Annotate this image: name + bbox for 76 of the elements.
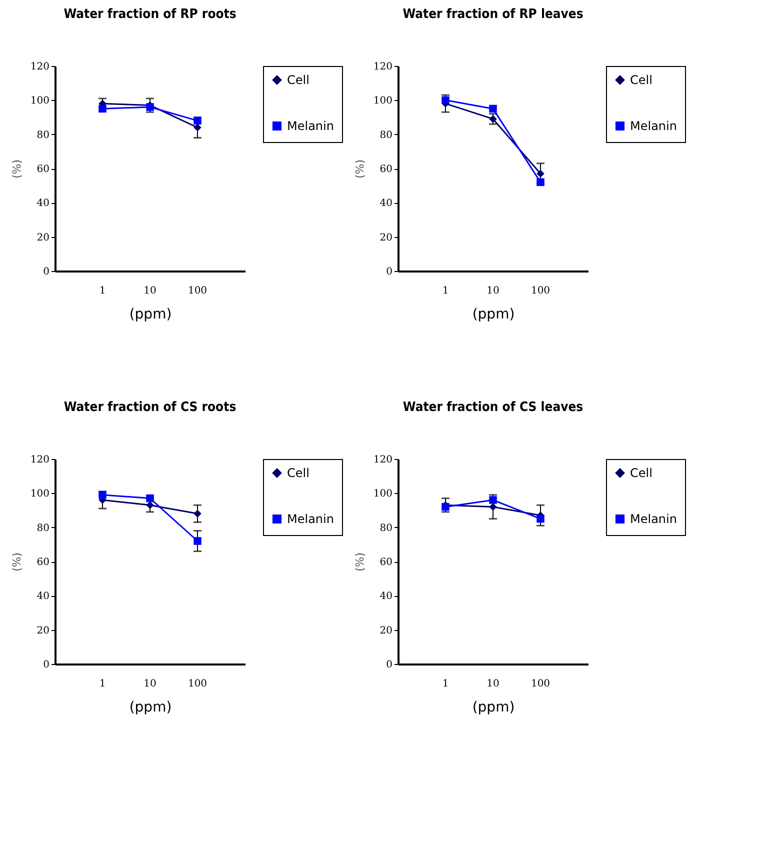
legend-label: Cell: [630, 73, 652, 87]
point: [98, 104, 106, 113]
point: [194, 510, 202, 518]
x-tick-label: 10: [486, 678, 500, 690]
y-tick-label: 60: [380, 557, 392, 568]
point: [489, 502, 497, 511]
point: [194, 116, 202, 125]
legend-label: Cell: [287, 73, 310, 87]
legend-label: Cell: [630, 466, 652, 480]
chart-title: Water fraction of RP leaves: [402, 7, 584, 22]
y-tick-label: 100: [30, 488, 50, 500]
y-tick-label: 40: [36, 198, 50, 210]
y-tick-label: 120: [373, 62, 392, 72]
x-axis-title: (ppm): [472, 306, 515, 322]
x-tick-label: 1: [99, 286, 106, 296]
point: [194, 537, 202, 545]
y-tick-label: 20: [36, 232, 50, 244]
y-axis-title: (%): [10, 159, 24, 179]
point: [489, 115, 497, 123]
point: [194, 124, 202, 132]
y-tick-label: 120: [30, 454, 50, 466]
x-tick-label: 100: [188, 678, 208, 690]
x-tick-label: 10: [144, 286, 156, 296]
y-axis-title: (%): [353, 552, 366, 572]
legend-label: Melanin: [630, 119, 677, 133]
x-axis-title: (ppm): [129, 700, 172, 716]
legend-label: Melanin: [630, 512, 677, 526]
x-tick-label: 1: [442, 286, 449, 296]
y-axis-title: (%): [10, 552, 24, 572]
y-tick-label: 40: [380, 591, 392, 602]
y-tick-label: 120: [30, 62, 50, 72]
y-tick-label: 0: [43, 266, 50, 278]
x-axis-title: (ppm): [129, 306, 172, 322]
x-tick-label: 100: [530, 678, 550, 690]
y-tick-label: 100: [373, 96, 392, 107]
point: [536, 514, 544, 523]
point: [98, 491, 106, 499]
y-tick-label: 120: [373, 454, 392, 466]
y-tick-label: 80: [36, 130, 50, 141]
x-axis-title: (ppm): [472, 700, 515, 716]
legend-label: Melanin: [287, 512, 334, 526]
y-tick-label: 20: [36, 625, 50, 636]
y-tick-label: 100: [30, 96, 50, 107]
point: [536, 170, 544, 178]
y-tick-label: 60: [36, 164, 50, 175]
y-tick-label: 40: [36, 591, 50, 602]
x-tick-label: 10: [144, 678, 156, 690]
point: [146, 501, 154, 509]
x-tick-label: 1: [99, 678, 106, 690]
chart-title: Water fraction of RP roots: [64, 7, 236, 22]
y-axis-title: (%): [353, 159, 366, 179]
y-tick-label: 60: [36, 557, 50, 568]
y-tick-label: 40: [380, 198, 392, 210]
y-tick-label: 80: [380, 522, 392, 534]
y-tick-label: 0: [43, 660, 50, 670]
y-tick-label: 60: [380, 164, 392, 175]
chart-title: Water fraction of CS leaves: [402, 400, 584, 415]
y-tick-label: 80: [380, 130, 392, 141]
x-tick-label: 100: [188, 286, 208, 296]
point: [146, 494, 154, 502]
point: [489, 104, 497, 113]
x-tick-label: 100: [530, 286, 550, 296]
legend-label: Cell: [287, 466, 310, 480]
legend-label: Melanin: [287, 119, 334, 133]
point: [489, 496, 497, 504]
y-tick-label: 80: [36, 522, 50, 534]
y-tick-label: 20: [380, 232, 392, 244]
x-tick-label: 10: [486, 286, 500, 296]
point: [442, 96, 450, 104]
chart-title: Water fraction of CS roots: [64, 400, 236, 415]
y-tick-label: 100: [373, 488, 392, 500]
point: [536, 178, 544, 186]
x-tick-label: 1: [442, 678, 449, 690]
y-tick-label: 0: [386, 660, 392, 670]
y-tick-label: 20: [380, 625, 392, 636]
y-tick-label: 0: [386, 266, 392, 278]
